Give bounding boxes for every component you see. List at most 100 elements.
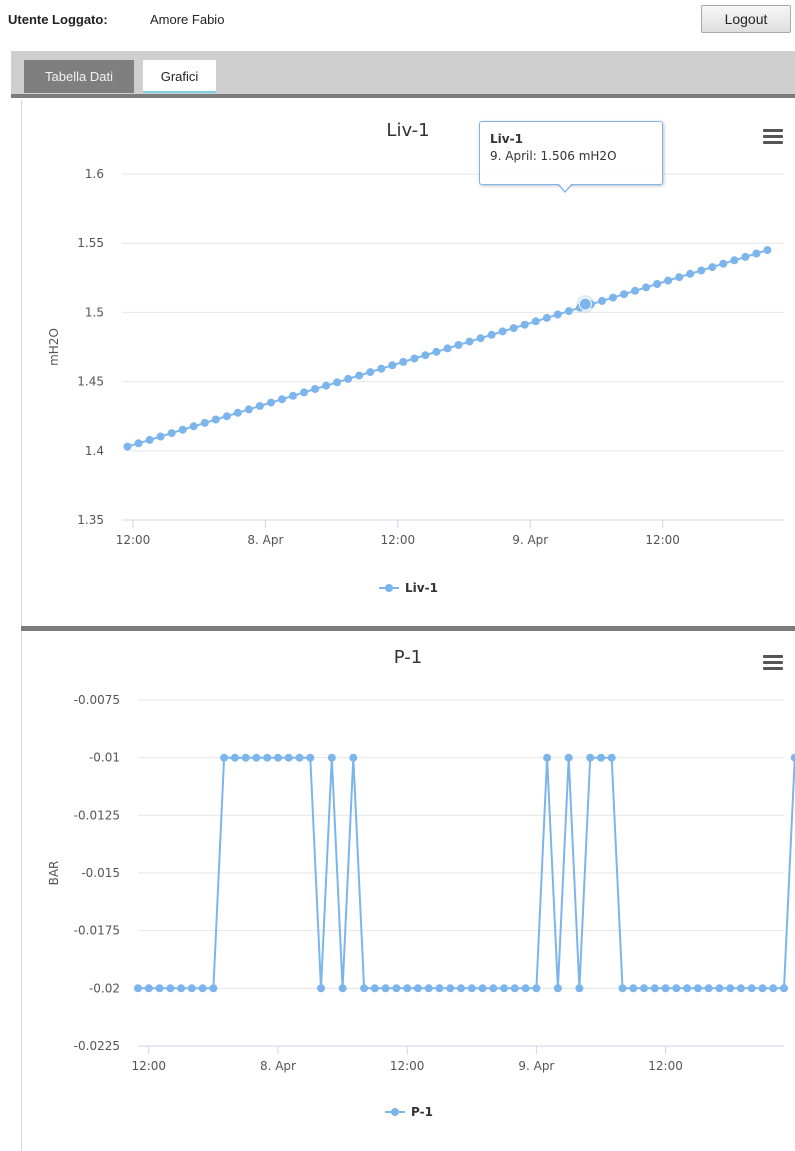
data-point[interactable] [763,246,772,255]
data-point[interactable] [156,432,165,441]
data-point[interactable] [381,984,390,993]
data-point[interactable] [520,320,529,329]
data-point[interactable] [642,283,651,292]
data-point[interactable] [489,984,498,993]
data-point[interactable] [752,249,761,258]
data-point[interactable] [457,984,465,993]
data-point[interactable] [198,984,207,993]
data-point[interactable] [333,378,342,387]
data-point[interactable] [454,341,463,349]
data-point[interactable] [500,984,509,993]
data-point[interactable] [598,296,606,305]
data-point[interactable] [355,371,364,380]
data-point[interactable] [167,429,176,438]
data-point[interactable] [222,412,231,421]
data-point[interactable] [344,374,353,383]
data-point[interactable] [211,415,220,424]
data-point[interactable] [187,984,196,993]
data-point[interactable] [715,984,724,993]
data-point[interactable] [421,351,430,360]
data-point[interactable] [327,753,336,762]
data-point[interactable] [413,984,422,993]
data-point[interactable] [510,984,519,993]
data-point[interactable] [509,324,518,333]
data-point[interactable] [780,984,788,993]
chart-menu-icon[interactable] [763,129,783,145]
data-point[interactable] [263,753,272,762]
data-point[interactable] [661,984,670,993]
data-point[interactable] [498,327,507,336]
data-point[interactable] [123,442,132,451]
data-point[interactable] [360,984,369,993]
legend-label[interactable]: Liv-1 [405,581,438,595]
data-point[interactable] [708,263,717,272]
data-point[interactable] [306,753,315,762]
data-point[interactable] [664,276,673,285]
data-point[interactable] [650,984,659,993]
data-point[interactable] [209,984,218,993]
legend-marker[interactable] [391,1108,399,1116]
data-point[interactable] [564,307,573,316]
data-point[interactable] [289,391,297,400]
data-point[interactable] [543,753,552,762]
data-point[interactable] [424,984,433,993]
chart-menu-icon[interactable] [763,655,783,671]
data-point[interactable] [155,984,164,993]
data-point[interactable] [370,984,379,993]
data-point[interactable] [532,984,541,993]
data-point[interactable] [267,398,275,407]
legend-marker[interactable] [385,584,393,592]
data-point[interactable] [758,984,767,993]
data-point[interactable] [255,402,264,410]
data-point[interactable] [134,439,143,448]
data-point[interactable] [410,354,419,363]
data-point[interactable] [388,361,397,370]
data-point[interactable] [521,984,530,993]
data-point[interactable] [284,753,293,762]
data-point[interactable] [467,984,476,993]
data-point[interactable] [145,435,154,444]
data-point[interactable] [704,984,713,993]
data-point[interactable] [200,418,209,427]
data-point[interactable] [478,984,487,993]
data-point[interactable] [719,259,728,268]
data-point[interactable] [640,984,648,993]
data-point[interactable] [295,753,304,762]
tab-tabella-dati[interactable]: Tabella Dati [24,60,134,93]
data-point[interactable] [675,273,684,282]
data-point[interactable] [542,313,551,322]
data-point[interactable] [629,984,638,993]
data-point[interactable] [322,381,331,390]
data-point[interactable] [435,984,444,993]
data-point[interactable] [487,330,496,339]
data-point[interactable] [686,269,695,278]
data-point[interactable] [672,984,681,993]
data-point[interactable] [553,310,562,319]
data-point[interactable] [392,984,401,993]
data-point[interactable] [432,347,441,356]
data-point[interactable] [230,753,239,762]
data-point[interactable] [278,395,286,404]
data-point[interactable] [134,984,142,993]
data-point[interactable] [446,984,455,993]
data-point[interactable] [736,984,745,993]
legend-label[interactable]: P-1 [411,1105,433,1119]
data-point[interactable] [553,984,562,993]
data-point[interactable] [683,984,692,993]
data-point[interactable] [144,984,153,993]
data-point[interactable] [609,293,617,302]
data-point[interactable] [531,317,540,326]
data-point[interactable] [177,984,186,993]
data-point[interactable] [631,286,640,295]
data-point[interactable] [274,753,282,762]
data-point[interactable] [443,344,452,353]
data-point[interactable] [769,984,778,993]
data-point[interactable] [178,425,187,434]
logout-button[interactable]: Logout [701,5,791,33]
data-point[interactable] [311,385,320,393]
data-point[interactable] [220,753,229,762]
data-point[interactable] [741,252,750,261]
data-point[interactable] [653,280,662,288]
data-point[interactable] [697,266,706,275]
data-point[interactable] [233,408,242,417]
